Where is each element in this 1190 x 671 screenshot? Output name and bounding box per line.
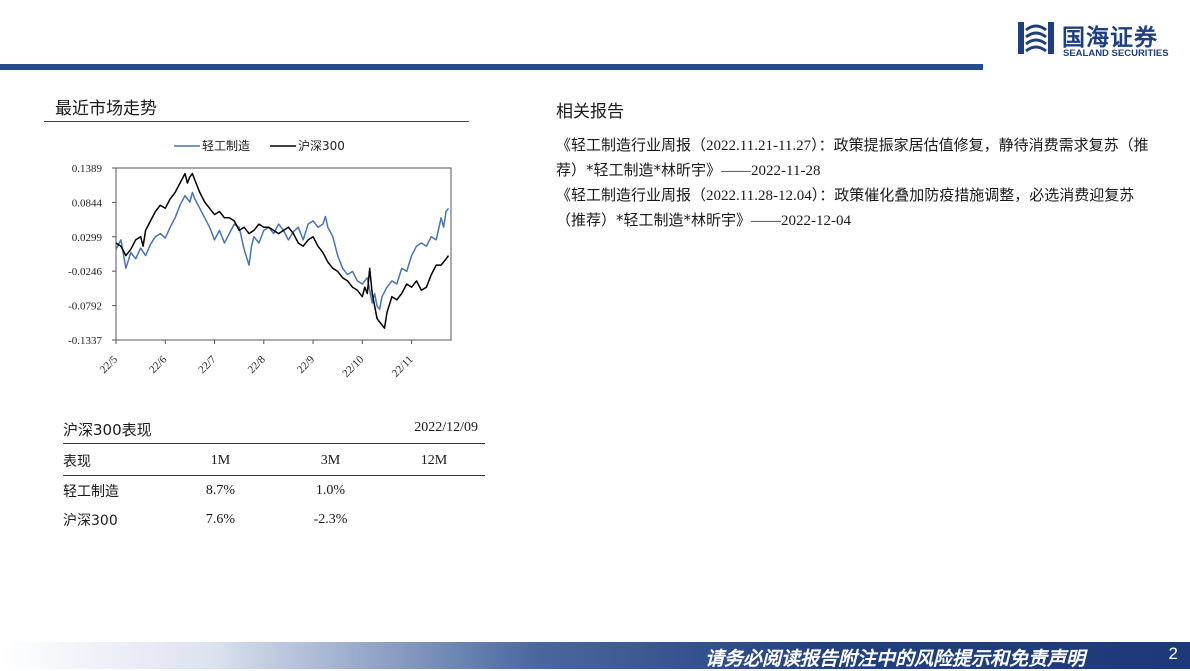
table-cell: 7.6% bbox=[205, 511, 236, 527]
report-text: ）：政策提振家居估值修复，静待消费需求复苏（推荐）*轻工制造*林昕宇》 bbox=[556, 136, 1149, 179]
header-cell: 表现 bbox=[63, 446, 163, 476]
table-cell bbox=[383, 505, 485, 534]
sealand-logo-icon bbox=[1018, 22, 1054, 54]
y-tick-label: -0.1337 bbox=[68, 335, 102, 347]
legend-label: 轻工制造 bbox=[202, 139, 250, 153]
related-reports-list: 《轻工制造行业周报（2022.11.21-11.27）：政策提振家居估值修复，静… bbox=[556, 133, 1156, 233]
table-header-row: 表现 1M 3M 12M bbox=[63, 446, 485, 476]
x-tick-label: 22/5 bbox=[98, 353, 121, 376]
x-tick-label: 22/8 bbox=[246, 353, 269, 376]
series-line bbox=[115, 191, 450, 311]
y-tick-label: 0.0844 bbox=[72, 197, 103, 209]
report-date: ——2022-12-04 bbox=[751, 213, 852, 229]
table-cell: -2.3% bbox=[313, 511, 348, 527]
performance-title: 沪深300表现 bbox=[63, 421, 152, 439]
table-row: 轻工制造 8.7% 1.0% bbox=[63, 476, 485, 506]
performance-rule bbox=[63, 443, 485, 444]
report-text: 《轻工制造行业周报（ bbox=[556, 136, 707, 154]
market-title-rule bbox=[44, 121, 469, 122]
y-tick-label: 0.1389 bbox=[72, 163, 103, 175]
report-text: 《轻工制造行业周报（ bbox=[556, 186, 707, 204]
y-tick-label: -0.0246 bbox=[68, 266, 102, 278]
performance-table: 表现 1M 3M 12M 轻工制造 8.7% 1.0% 沪深300 7.6% -… bbox=[63, 446, 485, 534]
table-cell: 8.7% bbox=[205, 482, 236, 498]
report-text: ）：政策催化叠加防疫措施调整，必选消费迎复苏（推荐）*轻工制造*林昕宇》 bbox=[556, 186, 1135, 229]
header-cell: 1M bbox=[163, 446, 278, 476]
market-trend-title: 最近市场走势 bbox=[55, 99, 157, 119]
table-cell: 轻工制造 bbox=[63, 483, 119, 500]
report-link[interactable]: 《轻工制造行业周报（2022.11.28-12.04）：政策催化叠加防疫措施调整… bbox=[556, 183, 1156, 233]
report-link[interactable]: 《轻工制造行业周报（2022.11.21-11.27）：政策提振家居估值修复，静… bbox=[556, 133, 1156, 183]
y-tick-label: 0.0299 bbox=[72, 232, 103, 244]
report-date: ——2022-11-28 bbox=[721, 163, 821, 179]
table-cell: 沪深300 bbox=[63, 512, 118, 529]
table-row: 沪深300 7.6% -2.3% bbox=[63, 505, 485, 534]
disclaimer-text: 请务必阅读报告附注中的风险提示和免责声明 bbox=[704, 648, 1085, 670]
performance-date: 2022/12/09 bbox=[414, 420, 478, 435]
related-reports-title: 相关报告 bbox=[556, 102, 624, 122]
brand-name-cn: 国海证券 bbox=[1062, 25, 1158, 51]
report-date-range: 2022.11.28-12.04 bbox=[706, 188, 812, 204]
x-tick-label: 22/11 bbox=[390, 354, 416, 380]
report-date-range: 2022.11.21-11.27 bbox=[706, 138, 812, 154]
plot-frame bbox=[115, 167, 452, 341]
brand-name-en: SEALAND SECURITIES bbox=[1063, 48, 1169, 59]
header-bar bbox=[0, 64, 983, 70]
performance-header: 沪深300表现 2022/12/09 bbox=[63, 419, 478, 441]
header-cell: 3M bbox=[278, 446, 383, 476]
company-logo: 国海证券 SEALAND SECURITIES bbox=[1016, 16, 1184, 64]
x-tick-label: 22/9 bbox=[295, 353, 318, 376]
series-line bbox=[115, 172, 450, 329]
x-tick-label: 22/6 bbox=[147, 353, 170, 376]
market-trend-chart: 0.1389 0.0844 0.0299 -0.0246 -0.0792 -0.1337 2… bbox=[44, 128, 484, 388]
x-tick-label: 22/7 bbox=[196, 353, 219, 376]
legend-label: 沪深300 bbox=[298, 139, 345, 153]
table-cell bbox=[383, 476, 485, 506]
table-cell: 1.0% bbox=[315, 482, 346, 498]
page-number: 2 bbox=[1168, 644, 1178, 663]
x-tick-label: 22/10 bbox=[340, 353, 367, 380]
line-chart-svg: 0.1389 0.0844 0.0299 -0.0246 -0.0792 -0.1337 2… bbox=[68, 139, 452, 380]
y-tick-label: -0.0792 bbox=[68, 301, 102, 313]
footer-bar: 请务必阅读报告附注中的风险提示和免责声明 2 bbox=[0, 642, 1190, 670]
header-cell: 12M bbox=[383, 446, 485, 476]
